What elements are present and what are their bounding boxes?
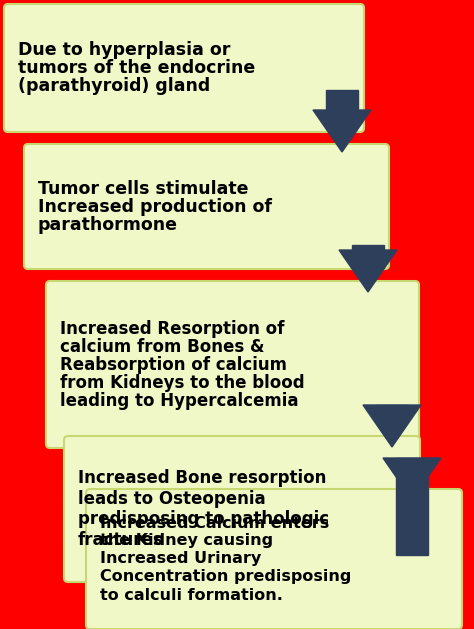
Polygon shape xyxy=(383,458,441,500)
Polygon shape xyxy=(363,405,421,447)
Polygon shape xyxy=(339,250,397,292)
Text: Increased Calcium enters
the Kidney causing
Increased Urinary
Concentration pred: Increased Calcium enters the Kidney caus… xyxy=(100,516,351,603)
FancyBboxPatch shape xyxy=(46,281,419,448)
FancyBboxPatch shape xyxy=(4,4,364,132)
Polygon shape xyxy=(352,245,384,250)
Text: Increased Bone resorption
leads to Osteopenia
predisposing to pathologic
fractur: Increased Bone resorption leads to Osteo… xyxy=(78,469,329,549)
Polygon shape xyxy=(376,405,408,418)
FancyBboxPatch shape xyxy=(86,489,462,629)
FancyBboxPatch shape xyxy=(64,436,420,582)
Text: Tumor cells stimulate
Increased production of
parathormone: Tumor cells stimulate Increased producti… xyxy=(38,179,272,233)
Polygon shape xyxy=(396,458,428,555)
Text: Due to hyperplasia or
tumors of the endocrine
(parathyroid) gland: Due to hyperplasia or tumors of the endo… xyxy=(18,41,255,95)
FancyBboxPatch shape xyxy=(24,144,389,269)
Text: Increased Resorption of
calcium from Bones &
Reabsorption of calcium
from Kidney: Increased Resorption of calcium from Bon… xyxy=(60,320,305,409)
Polygon shape xyxy=(313,110,371,152)
Polygon shape xyxy=(326,90,358,110)
